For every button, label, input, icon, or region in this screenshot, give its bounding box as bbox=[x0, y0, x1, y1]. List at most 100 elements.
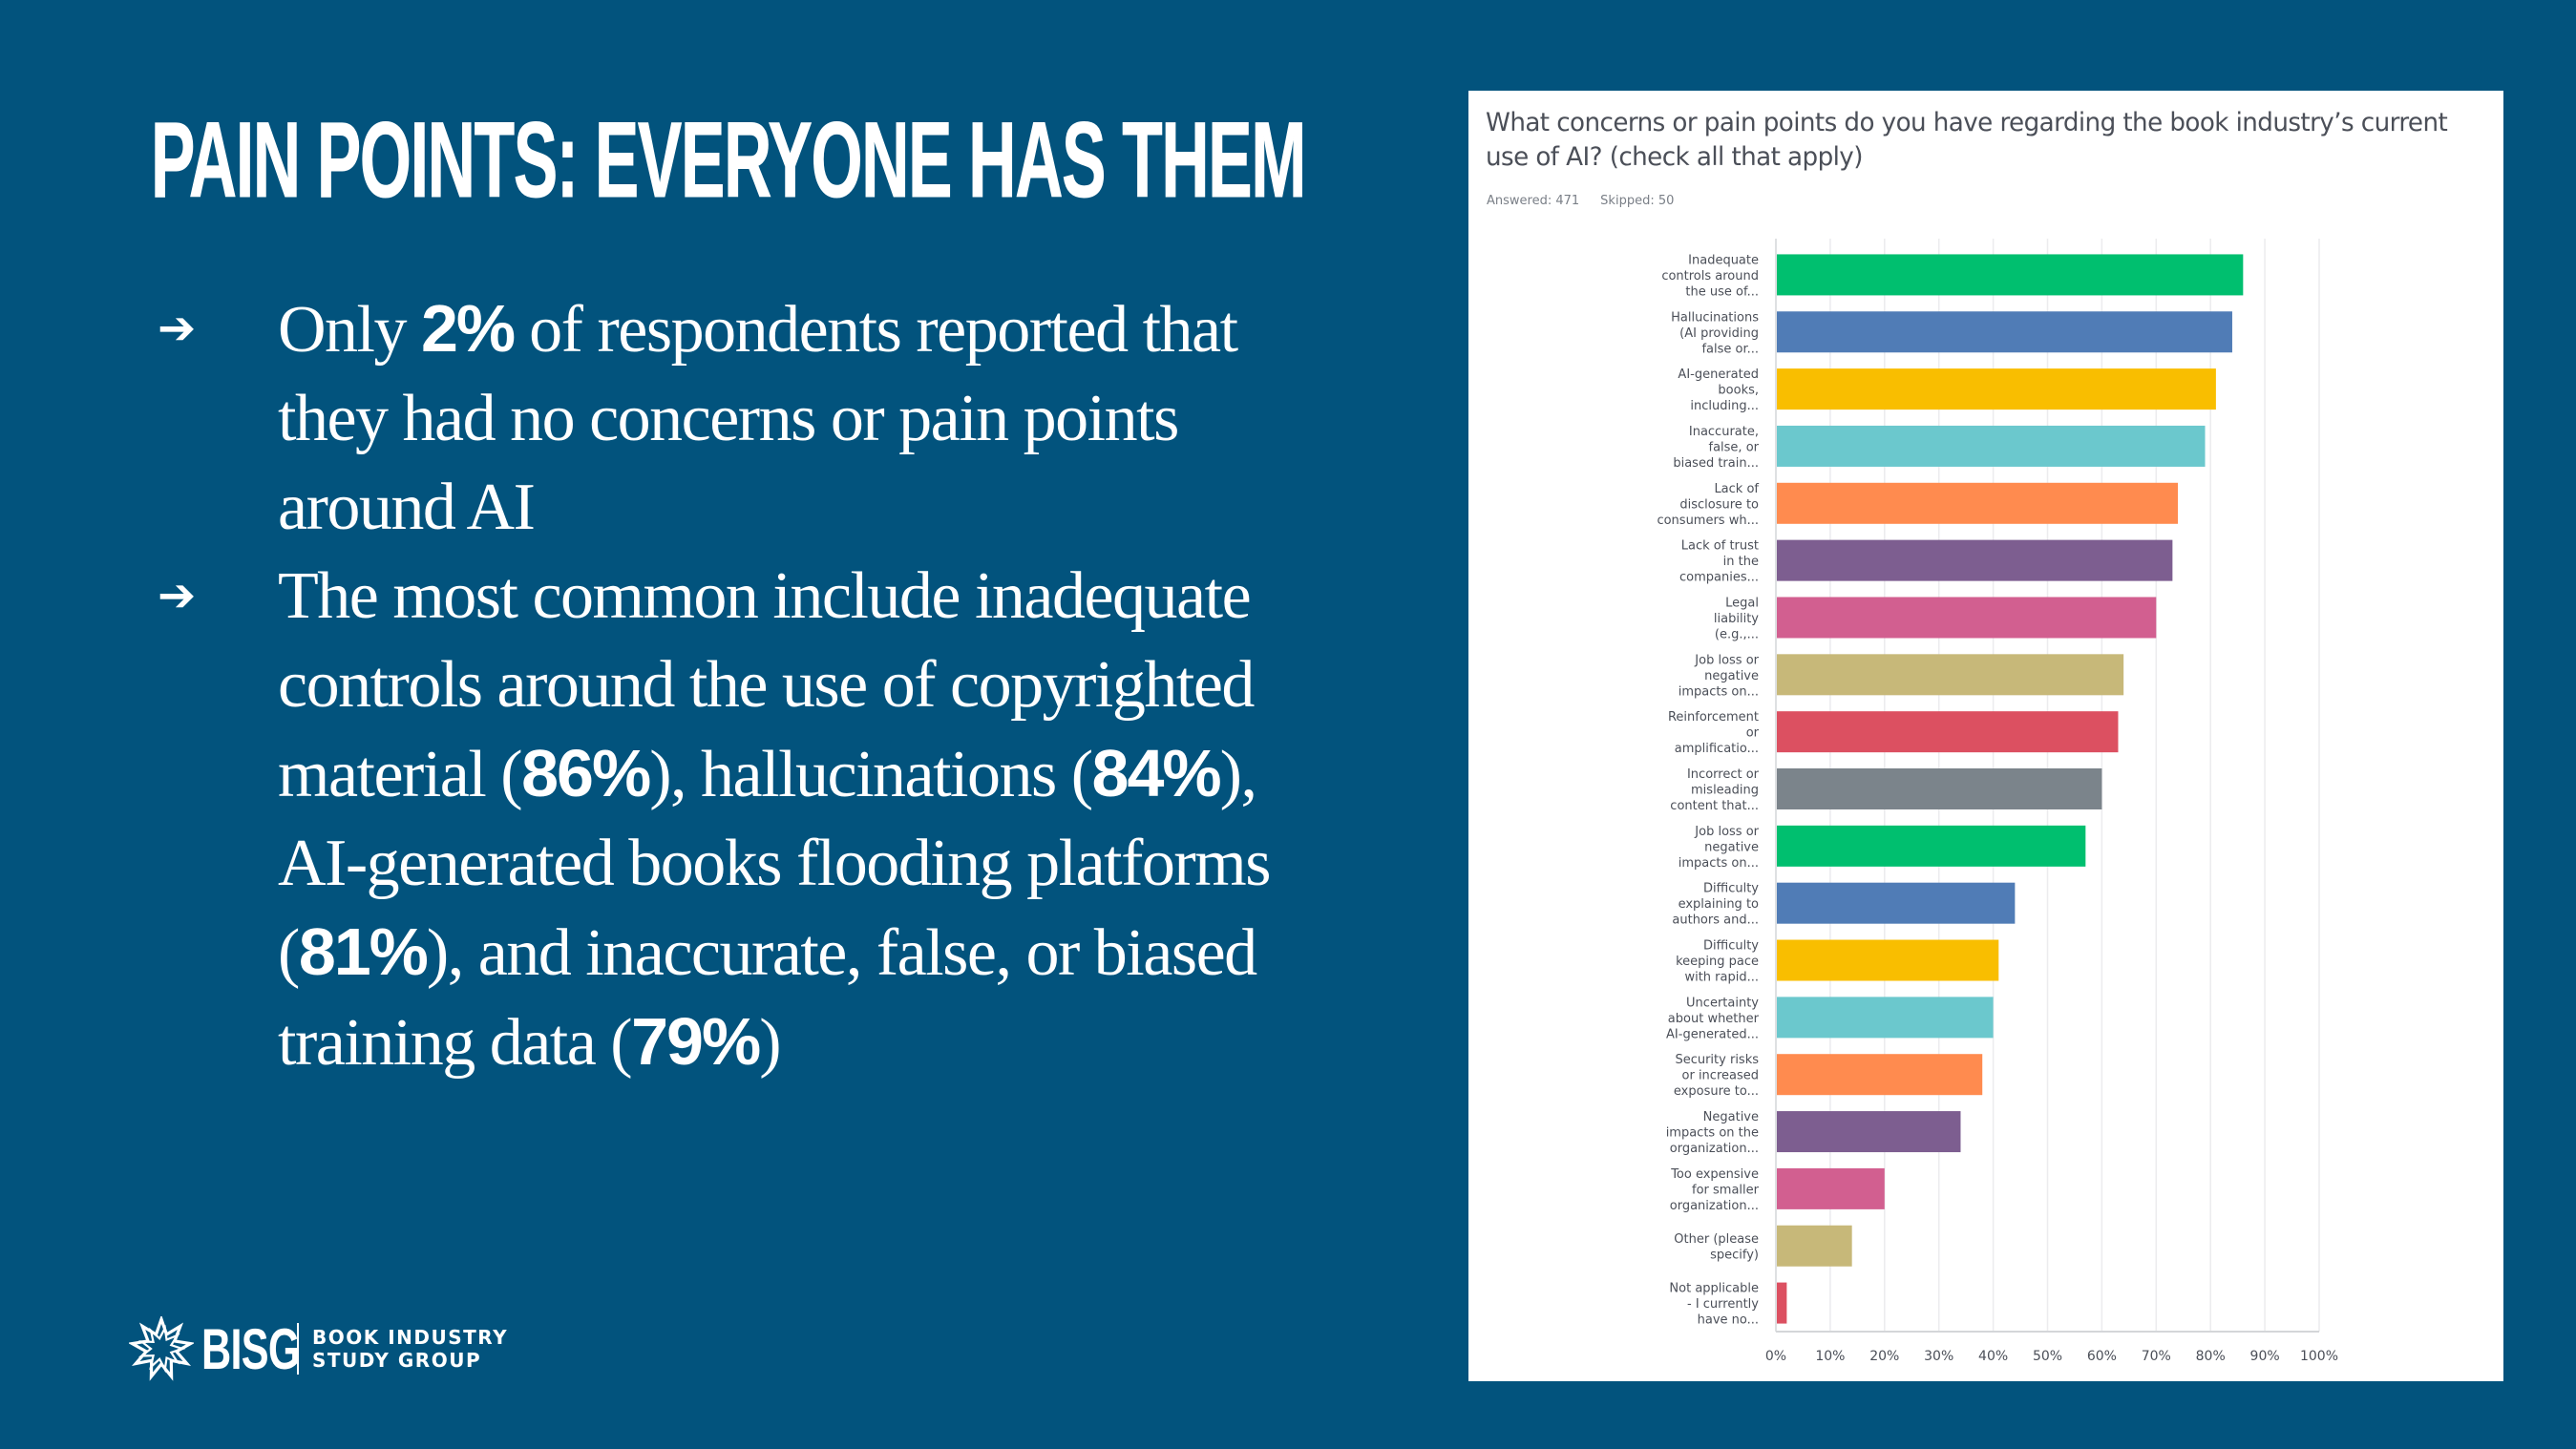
category-label: Inadequate controls around the use of... bbox=[1661, 253, 1759, 299]
logo-line-1: BOOK INDUSTRY bbox=[312, 1326, 509, 1349]
category-label-line: for smaller bbox=[1692, 1183, 1760, 1197]
x-tick-label: 40% bbox=[1978, 1349, 2008, 1364]
category-label-line: Difficulty bbox=[1703, 939, 1759, 954]
category-label-line: impacts on... bbox=[1679, 856, 1759, 871]
category-label-line: (AI providing bbox=[1679, 326, 1759, 341]
category-label-line: (e.g.,... bbox=[1715, 627, 1759, 641]
bar bbox=[1777, 1054, 1983, 1096]
response-stats: Answered: 471 Skipped: 50 bbox=[1487, 194, 1674, 208]
highlight-percent: 2% bbox=[421, 291, 516, 366]
category-label-line: Security risks bbox=[1675, 1053, 1759, 1067]
category-label-line: false or... bbox=[1701, 342, 1759, 356]
category-label-line: Lack of trust bbox=[1681, 539, 1759, 554]
category-label: Job loss or negative impacts on... bbox=[1679, 653, 1760, 699]
bullet-text-run: The most common include inadequate contr… bbox=[278, 559, 1255, 811]
bar bbox=[1777, 311, 2232, 353]
bar bbox=[1777, 1282, 1787, 1324]
category-label-line: impacts on the bbox=[1666, 1126, 1759, 1141]
bullet-item: ➔ Only 2% of respondents reported that t… bbox=[158, 284, 1275, 552]
category-label-line: AI-generated bbox=[1678, 368, 1759, 382]
category-label-line: authors and... bbox=[1672, 914, 1759, 928]
category-label-line: Inaccurate, bbox=[1689, 425, 1759, 439]
bullet-text-run: ) bbox=[759, 1006, 781, 1080]
category-label-line: AI-generated... bbox=[1666, 1027, 1759, 1041]
category-label-line: Reinforcement bbox=[1668, 710, 1759, 724]
logo-line-2: STUDY GROUP bbox=[312, 1349, 482, 1372]
answered-count: Answered: 471 bbox=[1487, 194, 1580, 208]
bar bbox=[1777, 1167, 1885, 1209]
bar bbox=[1777, 539, 2173, 581]
category-label-line: biased train... bbox=[1673, 456, 1759, 471]
category-label: Reinforcement or amplificatio... bbox=[1668, 710, 1760, 756]
category-label-line: Difficulty bbox=[1703, 882, 1759, 896]
category-label-line: Lack of bbox=[1714, 482, 1759, 496]
category-label-line: Too expensive bbox=[1670, 1167, 1759, 1182]
logo-divider bbox=[297, 1323, 299, 1375]
category-label-line: or increased bbox=[1682, 1069, 1759, 1083]
category-label: Legal liability (e.g.,... bbox=[1714, 596, 1759, 641]
category-label-line: negative bbox=[1704, 840, 1759, 854]
bar bbox=[1777, 825, 2086, 867]
highlight-percent: 84% bbox=[1091, 736, 1222, 810]
bullet-text-run: ), hallucinations ( bbox=[649, 738, 1093, 811]
category-label-line: specify) bbox=[1710, 1248, 1759, 1262]
survey-chart-card: What concerns or pain points do you have… bbox=[1468, 91, 2503, 1381]
category-label-line: keeping pace bbox=[1676, 955, 1759, 969]
category-label-line: Legal bbox=[1725, 596, 1759, 610]
category-label: Hallucinations (AI providing false or... bbox=[1671, 310, 1759, 356]
category-label: Difficulty explaining to authors and... bbox=[1672, 882, 1759, 928]
category-label-line: organization... bbox=[1670, 1199, 1759, 1213]
bar bbox=[1777, 997, 1994, 1039]
x-tick-label: 90% bbox=[2250, 1349, 2280, 1364]
category-label-line: content that... bbox=[1670, 799, 1759, 813]
category-label-line: consumers wh... bbox=[1657, 514, 1759, 528]
bullet-item: ➔ The most common include inadequate con… bbox=[158, 552, 1275, 1087]
bar bbox=[1777, 597, 2157, 639]
starburst-logo-icon bbox=[129, 1316, 194, 1381]
category-label: Incorrect or misleading content that... bbox=[1670, 767, 1759, 813]
category-label-line: false, or bbox=[1709, 440, 1760, 454]
category-label-line: organization... bbox=[1670, 1142, 1759, 1156]
right-arrow-icon: ➔ bbox=[158, 569, 196, 622]
category-label-line: exposure to... bbox=[1674, 1084, 1759, 1099]
highlight-percent: 86% bbox=[521, 736, 651, 810]
category-label-line: explaining to bbox=[1679, 897, 1759, 912]
category-label: Uncertainty about whether AI-generated... bbox=[1666, 996, 1760, 1041]
category-label: Negative impacts on the organization... bbox=[1666, 1110, 1759, 1156]
logo-mark: BISG bbox=[201, 1316, 300, 1381]
x-tick-label: 10% bbox=[1815, 1349, 1845, 1364]
bar bbox=[1777, 882, 2016, 924]
bar bbox=[1777, 711, 2119, 753]
category-label: Job loss or negative impacts on... bbox=[1679, 825, 1760, 871]
category-label-line: controls around bbox=[1661, 269, 1759, 284]
slide-title: PAIN POINTS: EVERYONE HAS THEM bbox=[151, 100, 1307, 220]
category-label-line: Hallucinations bbox=[1671, 310, 1759, 325]
x-tick-label: 70% bbox=[2142, 1349, 2171, 1364]
category-label-line: Incorrect or bbox=[1687, 767, 1760, 782]
category-label-line: including... bbox=[1690, 399, 1759, 413]
category-label: Not applicable - I currently have no... bbox=[1669, 1282, 1759, 1328]
bisg-logo: BISG BOOK INDUSTRY STUDY GROUP bbox=[129, 1315, 508, 1382]
category-label-line: Negative bbox=[1703, 1110, 1759, 1124]
category-label-line: books, bbox=[1718, 384, 1759, 398]
category-label-line: Not applicable bbox=[1669, 1282, 1759, 1296]
x-tick-label: 100% bbox=[2300, 1349, 2338, 1364]
category-label-line: disclosure to bbox=[1679, 497, 1759, 512]
bar bbox=[1777, 1225, 1852, 1267]
category-label-line: negative bbox=[1704, 669, 1759, 683]
category-label-line: or bbox=[1746, 726, 1760, 741]
bullet-list: ➔ Only 2% of respondents reported that t… bbox=[158, 284, 1275, 1087]
x-tick-label: 30% bbox=[1924, 1349, 1953, 1364]
x-tick-label: 60% bbox=[2087, 1349, 2117, 1364]
category-label: Other (please specify) bbox=[1674, 1232, 1759, 1263]
question-title: What concerns or pain points do you have… bbox=[1486, 108, 2448, 172]
category-label: Inaccurate, false, or biased train... bbox=[1673, 425, 1759, 471]
category-label-line: the use of... bbox=[1685, 284, 1759, 299]
bullet-text-run: ), AI-generated books flooding platforms… bbox=[278, 738, 1271, 990]
category-label-line: misleading bbox=[1691, 784, 1759, 798]
highlight-percent: 79% bbox=[631, 1004, 761, 1079]
x-tick-label: 0% bbox=[1765, 1349, 1786, 1364]
bar bbox=[1777, 368, 2216, 410]
category-label: Lack of disclosure to consumers wh... bbox=[1657, 482, 1759, 528]
bar bbox=[1777, 425, 2206, 467]
